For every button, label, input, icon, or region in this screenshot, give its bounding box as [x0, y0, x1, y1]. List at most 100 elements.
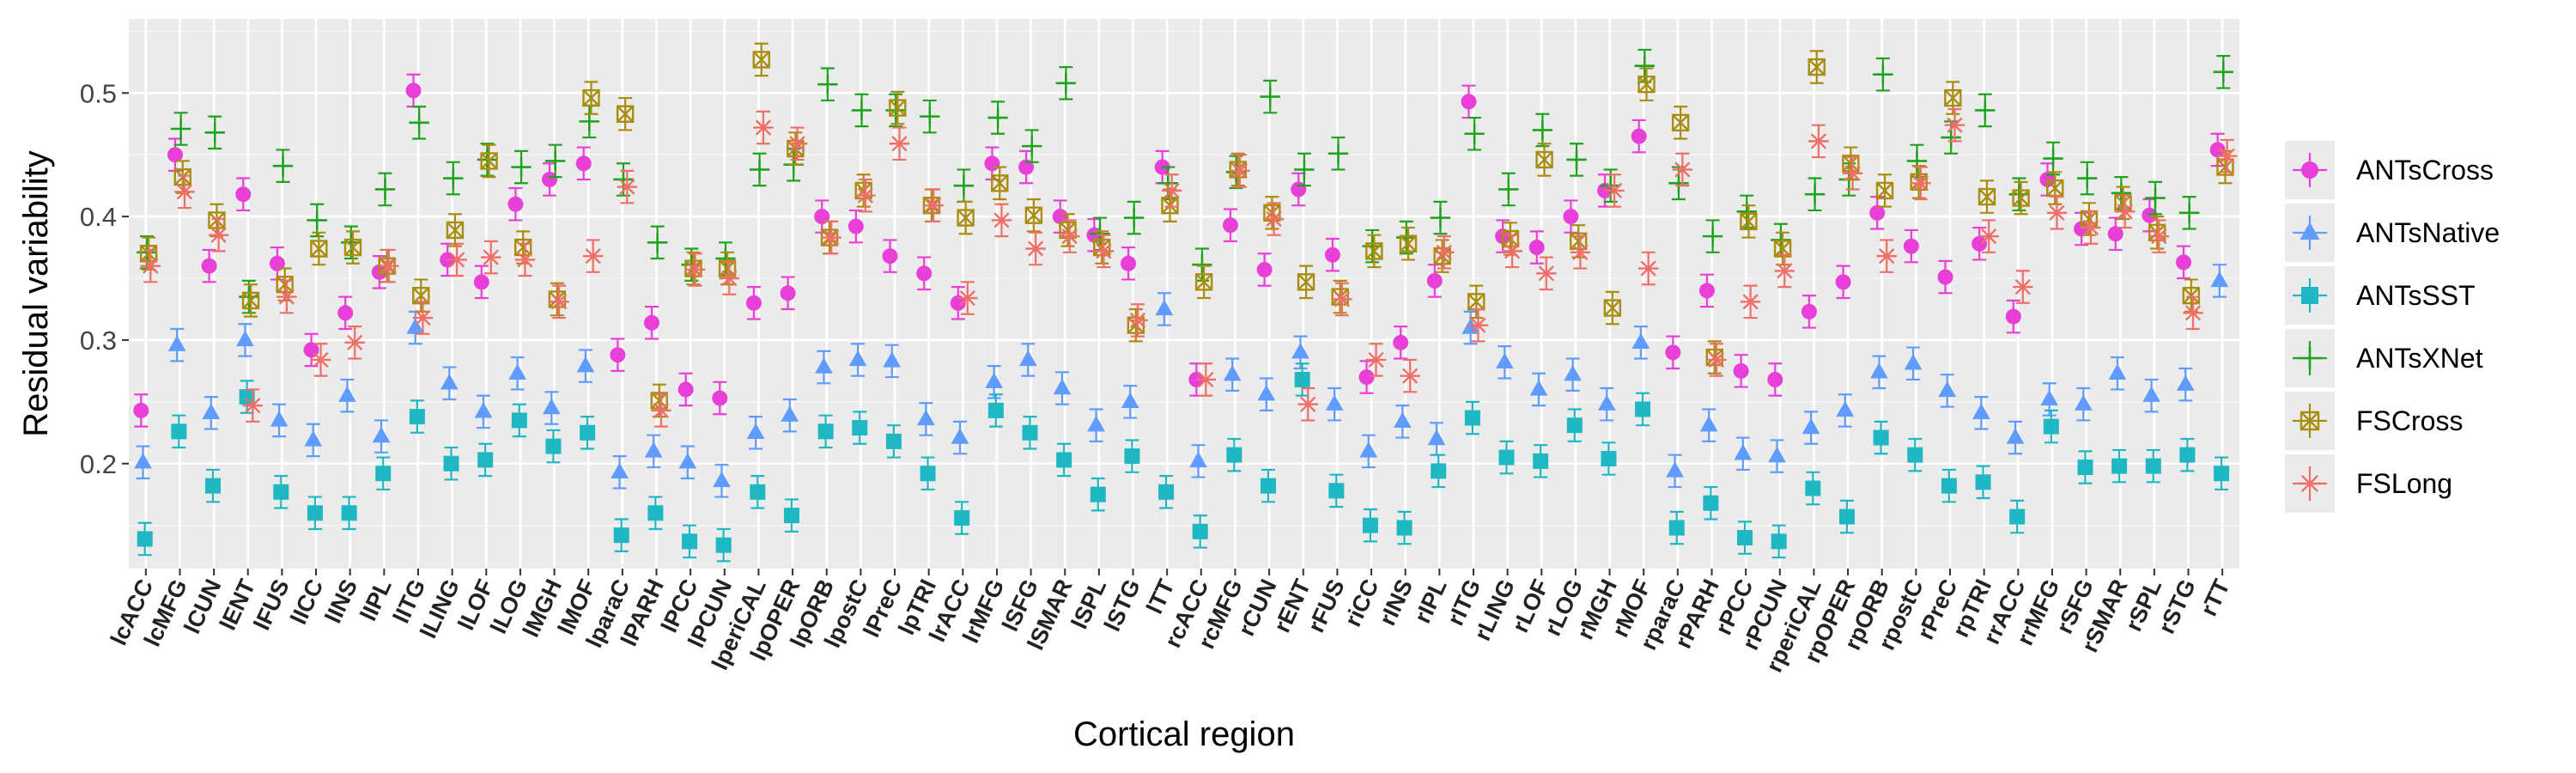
data-point [1665, 344, 1681, 361]
data-point [580, 424, 596, 441]
x-tick-label: lICC [285, 575, 328, 629]
data-point [957, 289, 978, 307]
data-point [1566, 417, 1583, 434]
data-point [2074, 394, 2093, 411]
data-point [1672, 161, 1693, 178]
data-point [1771, 533, 1787, 550]
data-point [1194, 273, 1213, 291]
data-point [1668, 520, 1685, 536]
data-point [1808, 133, 1829, 149]
legend-key-marker [2301, 161, 2318, 179]
data-point [1257, 384, 1276, 401]
data-point [405, 82, 422, 99]
x-tick-label: riCC [1340, 575, 1383, 630]
data-point [613, 527, 629, 544]
data-point [2043, 418, 2059, 435]
data-point [545, 438, 562, 454]
data-point [1671, 113, 1690, 132]
data-point [205, 478, 222, 494]
data-point [1022, 424, 1038, 441]
data-point [310, 351, 331, 368]
data-point [409, 409, 425, 425]
data-point [713, 471, 731, 488]
data-point [882, 248, 898, 265]
legend-label: FSCross [2356, 405, 2463, 436]
data-point [474, 402, 493, 418]
data-point [1975, 474, 1991, 490]
data-point [1804, 184, 1826, 204]
data-point [412, 286, 430, 305]
data-point [1740, 212, 1758, 231]
data-point [341, 505, 357, 521]
data-point [1399, 234, 1418, 253]
data-point [270, 411, 289, 427]
data-point [2077, 460, 2093, 476]
data-point [1972, 403, 1990, 419]
data-point [1876, 248, 1897, 265]
data-point [406, 318, 425, 334]
data-point [920, 466, 936, 482]
data-point [1365, 351, 1387, 368]
data-point [508, 363, 526, 380]
data-point [1638, 260, 1659, 277]
data-point [1805, 480, 1821, 496]
data-point [242, 398, 263, 414]
data-point [576, 356, 595, 373]
data-point [712, 390, 728, 406]
y-tick-label: 0.5 [80, 78, 117, 108]
data-point [1365, 242, 1383, 260]
data-point [1464, 410, 1480, 426]
data-point [1087, 415, 1105, 432]
legend-item: ANTsSST [2285, 266, 2476, 325]
legend-key-marker [2299, 474, 2321, 493]
data-point [2145, 458, 2161, 474]
data-point [1158, 484, 1175, 500]
data-point [1431, 463, 1447, 479]
series-ANTsSST [137, 362, 2230, 563]
data-point [817, 74, 838, 94]
data-point [1937, 269, 1953, 285]
panel-background [129, 19, 2239, 569]
data-point [208, 227, 229, 243]
data-point [821, 229, 841, 246]
series-ANTsNative [134, 264, 2229, 498]
data-point [343, 238, 362, 257]
data-point [815, 357, 833, 374]
data-point [1018, 350, 1037, 367]
data-point [2009, 508, 2026, 525]
data-point [916, 265, 933, 282]
data-point [1461, 94, 1477, 110]
data-point [985, 372, 1004, 389]
data-point [1978, 187, 1996, 206]
data-point [2006, 428, 2025, 444]
data-point [2005, 308, 2021, 325]
y-tick-label: 0.3 [80, 326, 117, 356]
data-point [1774, 263, 1795, 279]
data-point [814, 209, 830, 225]
data-point [781, 405, 799, 422]
data-point [1161, 182, 1182, 199]
legend-label: FSLong [2356, 468, 2452, 499]
data-point [337, 305, 354, 321]
data-point [1025, 240, 1046, 257]
data-point [1838, 508, 1855, 525]
data-point [1604, 182, 1625, 199]
series-FSLong [140, 107, 2238, 428]
data-point [443, 167, 464, 189]
data-point [2176, 374, 2195, 391]
data-point [1297, 396, 1318, 412]
data-point [2209, 142, 2226, 158]
data-point [480, 152, 498, 170]
data-point [477, 452, 494, 468]
data-point [2178, 203, 2200, 223]
legend: ANTsCross ANTsNative ANTsSST ANTsXNet FSCros… [2285, 141, 2500, 513]
data-point [647, 232, 668, 253]
data-point [201, 258, 217, 274]
data-point [855, 187, 876, 204]
data-point [848, 218, 864, 234]
data-point [2142, 386, 2160, 402]
data-point [1801, 417, 1820, 435]
data-point [787, 136, 808, 152]
data-point [651, 402, 671, 419]
